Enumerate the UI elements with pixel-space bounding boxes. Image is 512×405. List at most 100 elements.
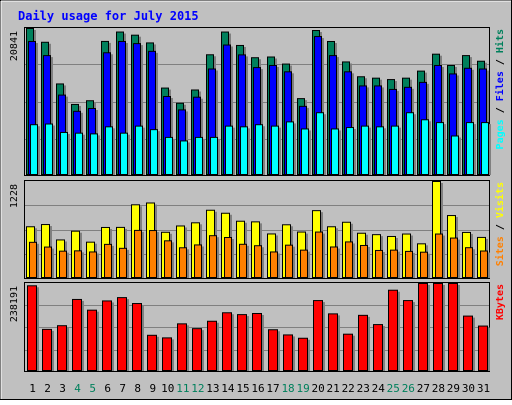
bar-sites-day-25	[390, 249, 398, 278]
bar-pages-day-4	[75, 132, 83, 176]
bar-sites-day-26	[405, 250, 413, 279]
x-tick-label-22: 22	[342, 382, 355, 395]
x-tick-label-10: 10	[161, 382, 174, 395]
x-tick-label-8: 8	[134, 382, 141, 395]
bar-kbytes-day-2	[42, 328, 52, 371]
x-tick-label-14: 14	[221, 382, 235, 395]
bar-sites-day-11	[179, 247, 187, 278]
bar-sites-day-28	[435, 233, 443, 278]
bar-pages-day-3	[60, 131, 68, 175]
x-tick-label-29: 29	[447, 382, 460, 395]
legend-separator: /	[495, 218, 506, 236]
bar-sites-day-2	[44, 246, 52, 278]
bar-sites-day-9	[149, 230, 157, 278]
bar-sites-day-20	[315, 231, 323, 278]
x-tick-label-30: 30	[462, 382, 475, 395]
bar-pages-day-16	[255, 124, 263, 176]
bar-kbytes-day-4	[72, 298, 82, 371]
x-tick-label-11: 11	[176, 382, 189, 395]
bar-sites-day-30	[465, 247, 473, 279]
bar-kbytes-day-1	[27, 285, 37, 371]
bar-pages-day-15	[240, 126, 248, 176]
x-tick-label-16: 16	[251, 382, 264, 395]
bar-sites-day-24	[375, 249, 383, 278]
x-tick-label-2: 2	[44, 382, 51, 395]
bar-kbytes-day-12	[192, 328, 202, 372]
bar-kbytes-day-25	[388, 289, 398, 372]
bar-kbytes-day-18	[283, 334, 293, 372]
bar-kbytes-day-31	[478, 325, 488, 371]
bar-pages-day-29	[451, 135, 459, 175]
legend-entry-pages: Pages	[495, 119, 506, 149]
bar-sites-day-7	[119, 247, 127, 278]
legend-separator: /	[495, 53, 506, 71]
plot-border-visitors	[24, 180, 490, 279]
bar-pages-day-18	[286, 121, 294, 175]
bar-kbytes-day-28	[433, 283, 443, 371]
bar-sites-day-29	[450, 237, 458, 279]
bar-pages-day-30	[466, 122, 474, 175]
bar-kbytes-day-24	[373, 324, 383, 372]
bar-kbytes-day-14	[222, 312, 232, 372]
x-tick-label-5: 5	[89, 382, 96, 395]
bar-kbytes-day-23	[358, 314, 368, 371]
bar-pages-day-25	[391, 125, 399, 175]
legend-kbytes: KBytes	[495, 284, 506, 320]
bar-kbytes-day-30	[463, 315, 473, 371]
x-tick-label-24: 24	[372, 382, 386, 395]
plot-border-kbytes	[24, 282, 490, 372]
bar-sites-day-6	[104, 243, 112, 278]
bar-sites-day-17	[270, 251, 278, 279]
legend-entry-kbytes: KBytes	[495, 284, 506, 320]
bar-pages-day-1	[30, 124, 38, 176]
x-tick-label-26: 26	[402, 382, 415, 395]
bar-pages-day-17	[271, 125, 279, 175]
x-tick-label-20: 20	[312, 382, 325, 395]
bar-pages-day-10	[165, 136, 173, 176]
bar-pages-day-24	[376, 126, 384, 176]
bar-pages-day-26	[406, 112, 414, 175]
x-tick-label-9: 9	[149, 382, 156, 395]
plot-border-requests	[24, 27, 490, 176]
bar-pages-day-7	[120, 132, 128, 176]
bar-kbytes-day-29	[448, 283, 458, 371]
bar-pages-day-9	[150, 129, 158, 176]
legend-entry-visits: Visits	[494, 182, 506, 218]
bar-kbytes-day-9	[147, 334, 157, 371]
bar-kbytes-day-22	[343, 333, 353, 371]
ymax-label-kbytes: 238191	[9, 286, 20, 322]
x-tick-label-17: 17	[266, 382, 279, 395]
bar-sites-day-8	[134, 229, 142, 279]
bar-pages-day-22	[346, 127, 354, 175]
bar-kbytes-day-6	[102, 300, 112, 371]
bar-kbytes-day-16	[252, 312, 262, 371]
bar-pages-day-5	[90, 133, 98, 176]
chart-title: Daily usage for July 2015	[18, 9, 199, 23]
legend-requests: Pages / Files / Hits	[494, 29, 506, 149]
bar-sites-day-1	[29, 241, 37, 279]
bar-kbytes-day-10	[162, 337, 172, 371]
bar-kbytes-day-17	[268, 329, 278, 371]
bar-pages-day-13	[210, 136, 218, 176]
x-tick-label-21: 21	[327, 382, 340, 395]
bar-kbytes-day-13	[207, 320, 217, 371]
x-tick-label-12: 12	[191, 382, 204, 395]
bar-sites-day-10	[164, 240, 172, 278]
bar-sites-day-23	[360, 244, 368, 278]
legend-entry-files: Files	[494, 71, 506, 101]
bar-sites-day-27	[420, 251, 428, 279]
bar-kbytes-day-7	[117, 297, 127, 371]
bar-sites-day-21	[330, 246, 338, 278]
bar-sites-day-14	[224, 237, 232, 279]
x-tick-label-1: 1	[29, 382, 36, 395]
bar-kbytes-day-19	[298, 337, 308, 371]
bar-kbytes-day-21	[328, 313, 338, 371]
bar-kbytes-day-15	[237, 314, 247, 372]
bar-kbytes-day-3	[57, 325, 67, 371]
bar-kbytes-day-27	[418, 283, 428, 371]
bar-pages-day-6	[105, 126, 113, 176]
x-tick-label-13: 13	[206, 382, 219, 395]
x-tick-label-31: 31	[477, 382, 490, 395]
bar-sites-day-19	[300, 249, 308, 278]
